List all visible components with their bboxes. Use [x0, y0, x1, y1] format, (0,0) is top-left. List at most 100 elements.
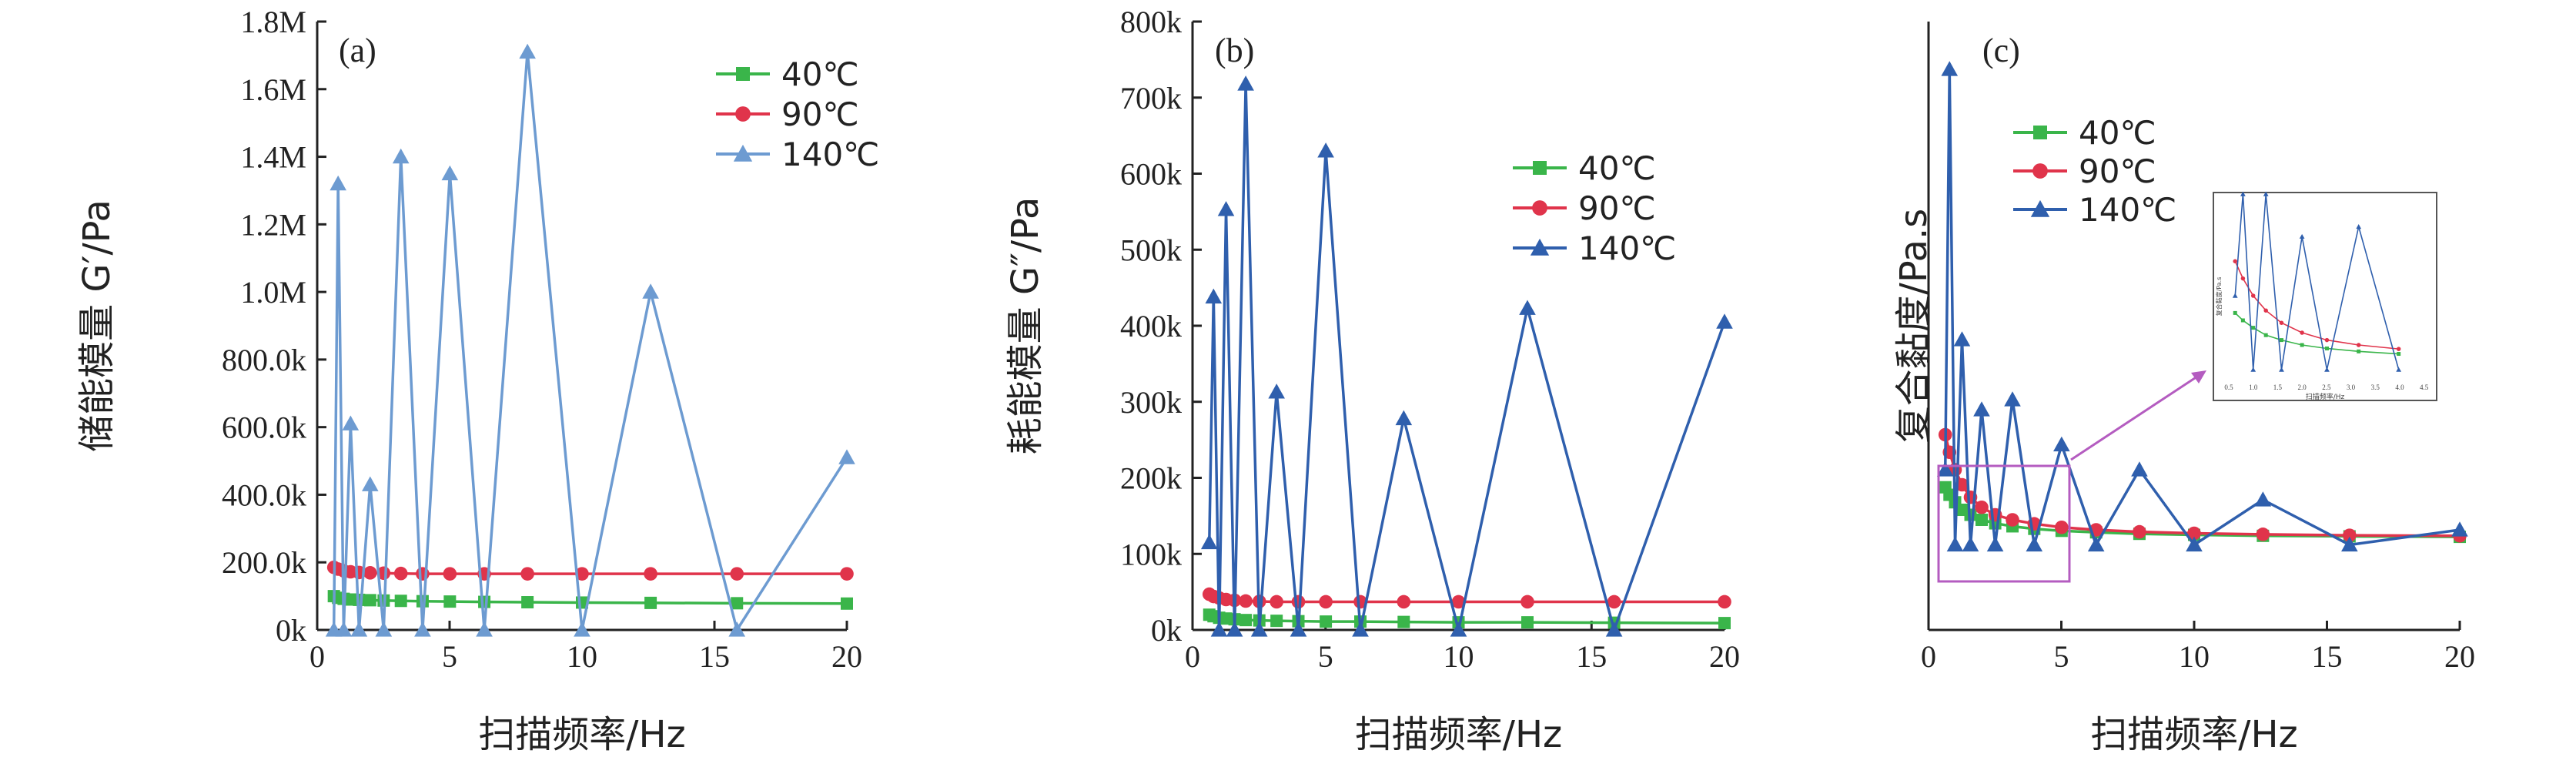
circle-marker: [363, 566, 377, 580]
series-line: [1943, 68, 2461, 547]
circle-marker: [393, 566, 408, 581]
inset-circle-marker: [2279, 320, 2284, 325]
legend-label: 140℃: [1578, 229, 1676, 267]
x-tick-label: 10: [1444, 639, 1474, 674]
y-axis-title: 复合黏度/Pa.s: [1892, 209, 1935, 444]
triangle-marker: [1217, 201, 1235, 216]
inset-triangle-marker: [2240, 191, 2246, 196]
triangle-marker: [2341, 536, 2358, 552]
triangle-marker: [362, 476, 379, 491]
triangle-marker: [574, 621, 590, 637]
circle-marker: [1955, 477, 1969, 492]
triangle-marker: [1290, 621, 1307, 637]
circle-marker: [1718, 595, 1731, 609]
zoom-highlight-box: [1937, 464, 2071, 583]
inset-triangle-marker: [2299, 233, 2305, 239]
x-tick-label: 0: [1921, 639, 1936, 674]
triangle-marker: [1973, 401, 1990, 417]
x-tick-label: 10: [2179, 639, 2210, 674]
circle-marker: [2256, 528, 2270, 541]
x-axis-title: 扫描频率/Hz: [1355, 713, 1562, 756]
zoom-arrow: [2070, 372, 2203, 461]
inset-square-marker: [2240, 318, 2245, 323]
triangle-marker: [1953, 331, 1971, 347]
inset-triangle-marker: [2356, 224, 2362, 229]
inset-x-tick-label: 1.5: [2273, 384, 2283, 391]
y-tick-label: 1.4M: [240, 140, 306, 175]
circle-marker: [1975, 500, 1989, 514]
x-tick-label: 15: [1576, 639, 1607, 674]
inset-triangle-marker: [2324, 367, 2330, 372]
series-line: [1944, 486, 2461, 538]
x-tick-label: 5: [2054, 639, 2069, 674]
y-tick-label: 1.8M: [240, 5, 306, 39]
inset-x-tick-label: 4.0: [2395, 384, 2404, 391]
square-marker: [521, 596, 534, 609]
inset-square-marker: [2324, 346, 2329, 350]
legend-label: 40℃: [1578, 149, 1656, 187]
triangle-marker: [1210, 621, 1228, 637]
y-tick-label: 600.0k: [222, 410, 306, 445]
circle-marker: [2133, 524, 2146, 539]
y-tick-label: 400.0k: [222, 477, 306, 512]
series-line: [1209, 613, 1725, 625]
triangle-marker: [1941, 61, 1959, 76]
triangle-marker: [1205, 288, 1223, 304]
chart-panel-b: 0 5 10 15 200k100k200k300k400k500k600k700k80…: [1004, 5, 1740, 756]
x-tick-label: 20: [2444, 639, 2475, 674]
inset-square-marker: [2300, 343, 2304, 347]
circle-marker: [2343, 528, 2357, 542]
inset-square-marker: [2263, 333, 2268, 337]
inset-circle-marker: [2263, 308, 2268, 313]
legend-square-marker: [736, 67, 750, 81]
circle-marker: [520, 567, 534, 581]
triangle-marker: [342, 415, 360, 430]
legend-triangle-marker: [733, 144, 753, 162]
legend-triangle-marker: [2030, 199, 2050, 217]
x-axis-title: 扫描频率/Hz: [2090, 713, 2297, 756]
square-marker: [1270, 615, 1283, 628]
x-tick-label: 15: [2312, 639, 2343, 674]
triangle-marker: [1237, 75, 1254, 91]
inset-square-marker: [2251, 326, 2256, 330]
y-axis-title: 耗能模量 G″/Pa: [1004, 197, 1047, 455]
y-tick-label: 200k: [1120, 461, 1182, 496]
square-marker: [1397, 615, 1410, 628]
panel-label: (a): [339, 32, 376, 69]
inset-circle-marker: [2324, 337, 2330, 343]
square-marker: [1239, 614, 1253, 627]
legend-label: 90℃: [2079, 152, 2156, 190]
triangle-marker: [519, 43, 536, 59]
y-axis-title: 储能模量 G′/Pa: [75, 199, 119, 452]
inset-square-marker: [2233, 310, 2237, 315]
square-marker: [1320, 615, 1333, 628]
circle-marker: [2006, 513, 2019, 527]
triangle-marker: [1946, 536, 1964, 552]
inset-square-marker: [2397, 352, 2401, 357]
legend-circle-marker: [1532, 200, 1547, 216]
circle-marker: [730, 567, 744, 581]
y-tick-label: 0k: [276, 613, 306, 648]
triangle-marker: [1395, 410, 1413, 426]
circle-marker: [1270, 595, 1283, 609]
zoom-arrowhead: [2191, 370, 2206, 384]
triangle-marker: [335, 621, 353, 637]
square-marker: [1521, 616, 1534, 629]
triangle-marker: [642, 283, 659, 299]
triangle-marker: [728, 621, 746, 637]
inset-frame: [2213, 192, 2437, 401]
triangle-marker: [1605, 621, 1623, 637]
triangle-marker: [2254, 491, 2272, 507]
triangle-marker: [1226, 621, 1243, 637]
inset-triangle-marker: [2263, 191, 2269, 196]
inset-square-marker: [2357, 349, 2361, 353]
legend-circle-marker: [2032, 163, 2048, 179]
legend-label: 140℃: [781, 136, 879, 173]
inset-triangle-marker: [2396, 367, 2402, 372]
legend-triangle-marker: [1530, 238, 1550, 256]
y-tick-label: 700k: [1120, 81, 1182, 116]
square-marker: [363, 594, 376, 607]
inset-circle-marker: [2240, 276, 2246, 281]
inset-zoom: 0.5 1.0 1.5 2.0 2.5 3.0 3.5 4.0 4.5 扫描频率/Hz 复合黏度/P…: [1937, 191, 2437, 583]
x-tick-label: 20: [1709, 639, 1740, 674]
